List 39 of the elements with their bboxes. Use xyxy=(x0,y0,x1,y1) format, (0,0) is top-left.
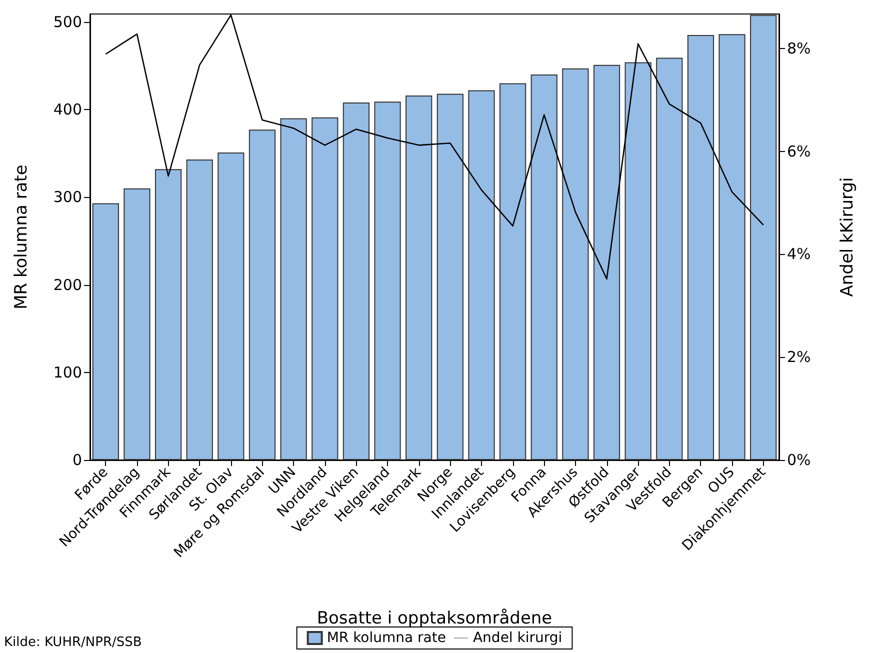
bar xyxy=(374,102,401,460)
y2-tick-label: 8% xyxy=(787,39,811,58)
bar xyxy=(718,34,746,460)
bar xyxy=(406,95,432,460)
bar xyxy=(436,94,464,460)
y-axis-title: MR kolumna rate xyxy=(12,164,32,310)
bar xyxy=(562,68,589,460)
bar xyxy=(750,14,777,460)
bar xyxy=(468,90,495,460)
bar xyxy=(499,83,526,460)
y-tick-label: 300 xyxy=(53,188,82,206)
bar xyxy=(687,35,714,460)
bar xyxy=(248,130,276,460)
y2-axis-title: Andel kKirurgi xyxy=(838,177,858,297)
y2-tick-label: 4% xyxy=(787,245,811,264)
y-tick-label: 500 xyxy=(53,12,82,31)
y2-tick-label: 6% xyxy=(787,142,811,160)
legend-label: MR kolumna rate xyxy=(326,630,446,646)
bar xyxy=(342,102,370,460)
legend-label: Andel kirurgi xyxy=(472,630,562,646)
y2-tick-label: 0% xyxy=(787,451,811,469)
bar xyxy=(656,58,683,460)
bar xyxy=(280,118,307,460)
y-tick-label: 100 xyxy=(53,363,82,382)
bar xyxy=(593,64,620,460)
x-axis-title: Bosatte i opptaksområdene xyxy=(316,608,552,628)
bar xyxy=(530,74,558,460)
y2-tick-label: 2% xyxy=(787,348,811,366)
bar xyxy=(92,203,119,460)
bar xyxy=(312,117,338,460)
y-tick-label: 0 xyxy=(72,451,82,469)
bar xyxy=(218,152,244,460)
y-tick-label: 200 xyxy=(53,276,82,294)
bar xyxy=(124,188,150,460)
bar xyxy=(154,169,182,460)
y-tick-label: 400 xyxy=(53,100,82,119)
text: Kilde: KUHR/NPR/SSB xyxy=(4,635,142,650)
bar xyxy=(186,159,213,460)
bar xyxy=(624,62,652,460)
